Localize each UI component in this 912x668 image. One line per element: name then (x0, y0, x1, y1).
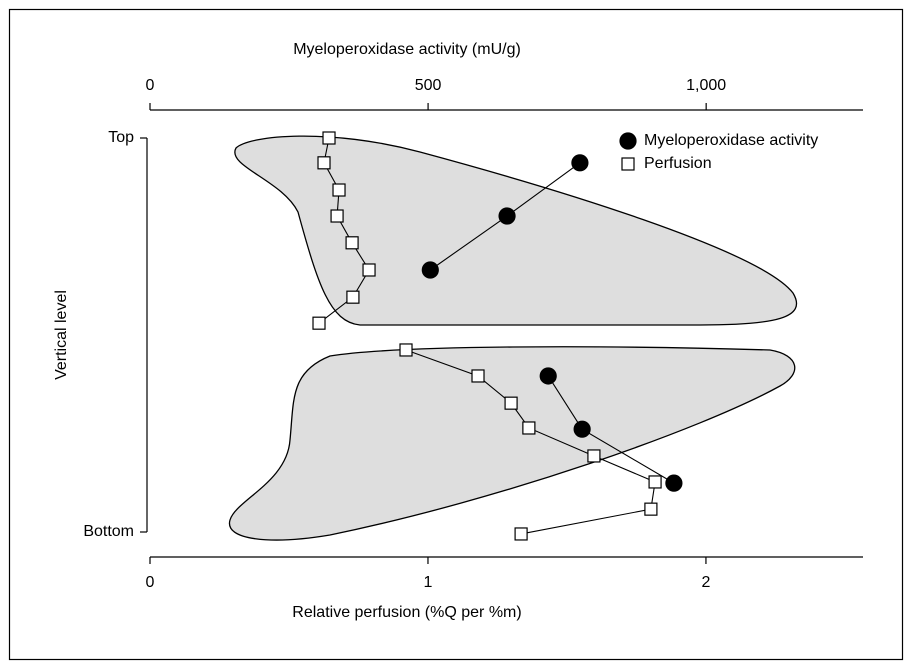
x2-tick-label: 500 (415, 77, 442, 94)
y-axis-title: Vertical level (53, 290, 70, 380)
point (399, 343, 413, 357)
upper-lung (234, 135, 798, 326)
point (498, 207, 516, 225)
point (504, 396, 518, 410)
point (332, 183, 346, 197)
x-tick-label: 0 (146, 574, 155, 591)
point (322, 131, 336, 145)
x2-tick-label: 1,000 (686, 77, 726, 94)
point (665, 474, 683, 492)
point (345, 236, 359, 250)
point (471, 369, 485, 383)
point (522, 421, 536, 435)
legend-marker (621, 157, 635, 171)
x-tick-label: 1 (424, 574, 433, 591)
point (539, 367, 557, 385)
point (421, 261, 439, 279)
point (317, 156, 331, 170)
point (330, 209, 344, 223)
legend-label: Myeloperoxidase activity (644, 132, 818, 149)
point (346, 290, 360, 304)
point (514, 527, 528, 541)
point (573, 420, 591, 438)
point (362, 263, 376, 277)
y-tick-label: Top (108, 129, 134, 146)
legend-label: Perfusion (644, 155, 712, 172)
point (644, 502, 658, 516)
legend-marker (619, 132, 637, 150)
frame (8, 8, 904, 661)
point (648, 475, 662, 489)
x-tick-label: 2 (701, 574, 710, 591)
x2-tick-label: 0 (146, 77, 155, 94)
lower-lung (228, 346, 796, 541)
x-axis-title: Relative perfusion (%Q per %m) (292, 604, 521, 621)
x2-axis-title: Myeloperoxidase activity (mU/g) (293, 41, 521, 58)
y-tick-label: Bottom (83, 523, 134, 540)
point (587, 449, 601, 463)
point (312, 316, 326, 330)
point (571, 154, 589, 172)
